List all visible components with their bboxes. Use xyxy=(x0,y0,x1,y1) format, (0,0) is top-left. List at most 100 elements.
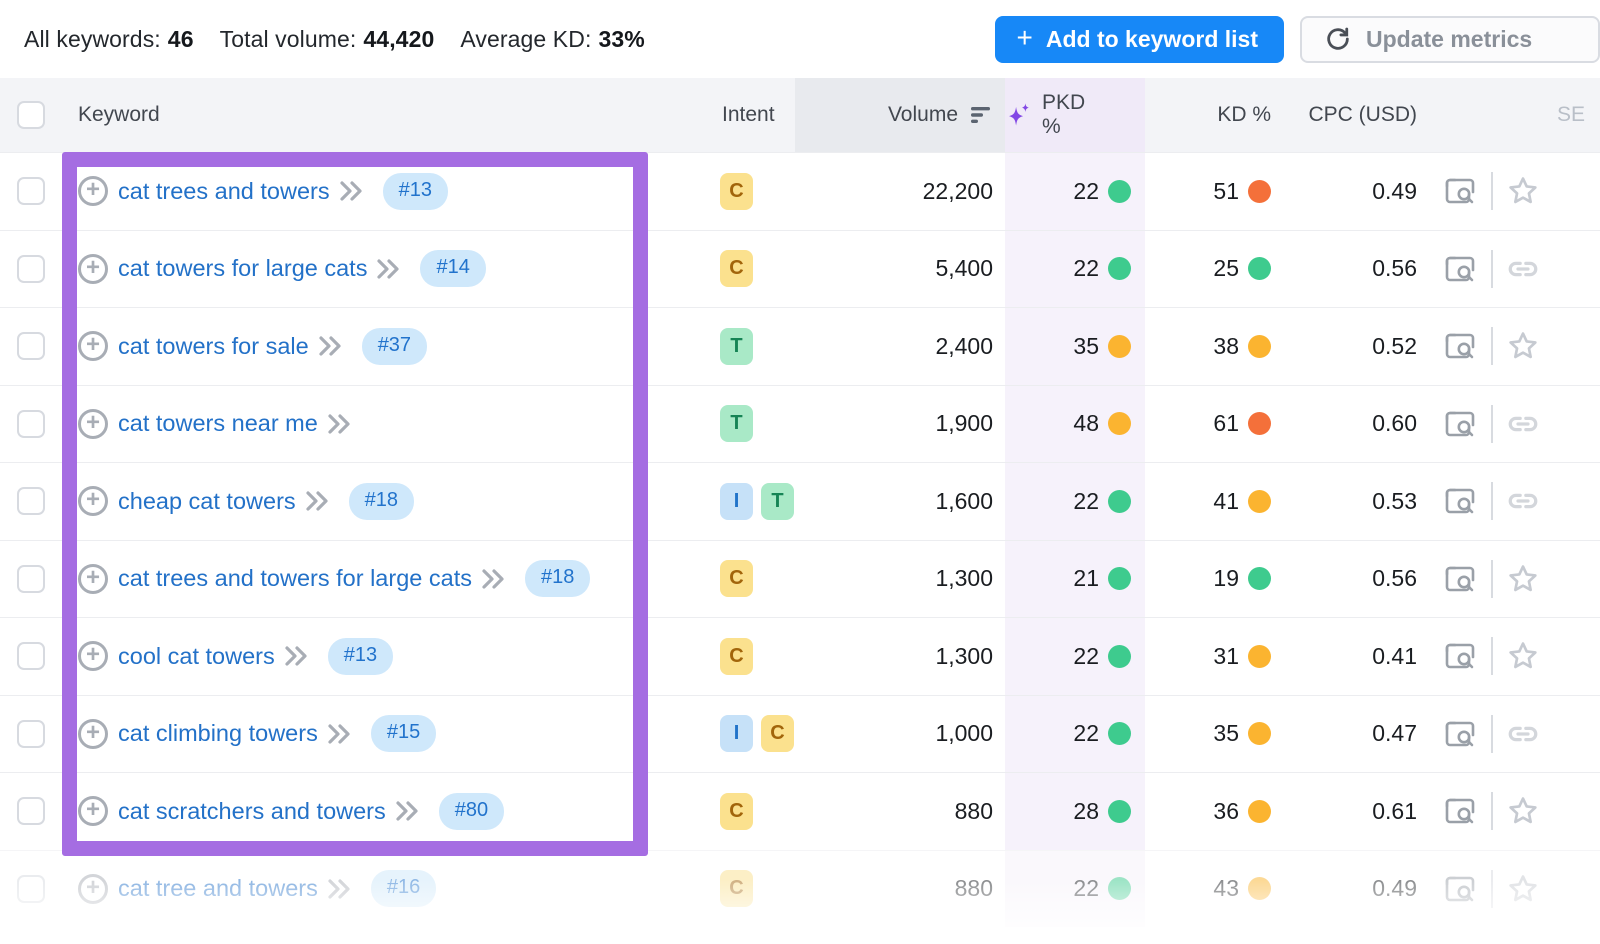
double-chevron-right-icon[interactable] xyxy=(317,334,344,358)
stat-total-volume-value: 44,420 xyxy=(363,25,435,52)
rank-badge: #13 xyxy=(327,637,394,675)
keyword-link[interactable]: cat tree and towers xyxy=(118,875,318,902)
update-metrics-label: Update metrics xyxy=(1366,25,1533,52)
select-all-checkbox[interactable] xyxy=(17,101,45,129)
table-row: cool cat towers #13 C 1,300 22 31 0.41 xyxy=(0,617,1600,695)
table-row: cat climbing towers #15 IC 1,000 22 35 0… xyxy=(0,694,1600,772)
serp-preview-icon[interactable] xyxy=(1442,328,1478,364)
plus-icon: + xyxy=(1016,21,1033,53)
serp-preview-icon[interactable] xyxy=(1442,716,1478,752)
keyword-link[interactable]: cheap cat towers xyxy=(118,487,296,514)
keyword-link[interactable]: cat towers for large cats xyxy=(118,255,368,282)
volume-value: 22,200 xyxy=(922,177,993,204)
volume-value: 1,300 xyxy=(935,642,993,669)
double-chevron-right-icon[interactable] xyxy=(326,412,353,436)
pkd-dot xyxy=(1108,412,1131,436)
row-checkbox[interactable] xyxy=(17,564,45,593)
serp-preview-icon[interactable] xyxy=(1442,251,1478,287)
column-header-volume[interactable]: Volume xyxy=(795,78,1005,152)
row-checkbox[interactable] xyxy=(17,797,45,826)
favorite-star-icon[interactable] xyxy=(1506,872,1540,906)
double-chevron-right-icon[interactable] xyxy=(326,877,353,901)
double-chevron-right-icon[interactable] xyxy=(338,179,365,203)
pkd-dot xyxy=(1108,567,1131,591)
serp-preview-icon[interactable] xyxy=(1442,871,1478,907)
intent-cell: C xyxy=(700,618,795,695)
serp-preview-icon[interactable] xyxy=(1442,173,1478,209)
row-checkbox[interactable] xyxy=(17,254,45,283)
double-chevron-right-icon[interactable] xyxy=(326,722,353,746)
double-chevron-right-icon[interactable] xyxy=(283,644,310,668)
row-checkbox[interactable] xyxy=(17,409,45,438)
favorite-star-icon[interactable] xyxy=(1506,329,1540,363)
serp-preview-icon[interactable] xyxy=(1442,793,1478,829)
add-keyword-icon[interactable] xyxy=(78,408,108,439)
keyword-link[interactable]: cool cat towers xyxy=(118,642,275,669)
intent-badge-c: C xyxy=(720,870,753,908)
intent-badge-c: C xyxy=(761,715,794,753)
intent-badge-t: T xyxy=(761,482,794,520)
double-chevron-right-icon[interactable] xyxy=(375,257,402,281)
add-keyword-icon[interactable] xyxy=(78,796,108,827)
double-chevron-right-icon[interactable] xyxy=(480,567,507,591)
stat-all-keywords-label: All keywords: xyxy=(24,25,161,52)
divider xyxy=(1491,714,1493,753)
keyword-link[interactable]: cat trees and towers for large cats xyxy=(118,565,472,592)
serp-preview-icon[interactable] xyxy=(1442,406,1478,442)
row-checkbox[interactable] xyxy=(17,332,45,361)
double-chevron-right-icon[interactable] xyxy=(304,489,331,513)
keyword-link[interactable]: cat towers near me xyxy=(118,410,318,437)
keyword-link[interactable]: cat climbing towers xyxy=(118,720,318,747)
row-checkbox[interactable] xyxy=(17,874,45,903)
row-checkbox[interactable] xyxy=(17,719,45,748)
column-header-cpc[interactable]: CPC (USD) xyxy=(1285,78,1430,152)
keyword-link[interactable]: cat scratchers and towers xyxy=(118,797,386,824)
serp-preview-icon[interactable] xyxy=(1442,483,1478,519)
row-checkbox[interactable] xyxy=(17,177,45,206)
add-keyword-icon[interactable] xyxy=(78,486,108,517)
add-keyword-icon[interactable] xyxy=(78,873,108,904)
favorite-star-icon[interactable] xyxy=(1506,794,1540,828)
cpc-value: 0.53 xyxy=(1372,487,1417,514)
divider xyxy=(1491,172,1493,211)
table-row: cat towers near me T 1,900 48 61 0.60 xyxy=(0,384,1600,462)
rank-badge: #80 xyxy=(438,792,505,830)
keyword-link[interactable]: cat trees and towers xyxy=(118,177,330,204)
link-icon[interactable] xyxy=(1506,484,1540,518)
serp-preview-icon[interactable] xyxy=(1442,561,1478,597)
divider xyxy=(1491,559,1493,598)
volume-value: 5,400 xyxy=(935,255,993,282)
link-icon[interactable] xyxy=(1506,717,1540,751)
add-keyword-icon[interactable] xyxy=(78,718,108,749)
favorite-star-icon[interactable] xyxy=(1506,174,1540,208)
add-keyword-icon[interactable] xyxy=(78,253,108,284)
row-checkbox[interactable] xyxy=(17,642,45,671)
rank-badge: #18 xyxy=(524,560,591,598)
add-keyword-icon[interactable] xyxy=(78,331,108,362)
favorite-star-icon[interactable] xyxy=(1506,562,1540,596)
column-header-pkd[interactable]: PKD % xyxy=(1005,78,1145,152)
serp-preview-icon[interactable] xyxy=(1442,638,1478,674)
favorite-star-icon[interactable] xyxy=(1506,639,1540,673)
kd-value: 38 xyxy=(1213,332,1239,359)
keyword-link[interactable]: cat towers for sale xyxy=(118,332,309,359)
double-chevron-right-icon[interactable] xyxy=(394,799,421,823)
divider xyxy=(1491,869,1493,908)
divider xyxy=(1491,249,1493,288)
link-icon[interactable] xyxy=(1506,252,1540,286)
rank-badge: #37 xyxy=(361,327,428,365)
column-header-kd[interactable]: KD % xyxy=(1145,78,1285,152)
intent-cell: C xyxy=(700,773,795,850)
kd-dot xyxy=(1248,257,1271,281)
add-to-keyword-list-button[interactable]: + Add to keyword list xyxy=(994,15,1284,63)
update-metrics-button[interactable]: Update metrics xyxy=(1300,15,1600,63)
add-keyword-icon[interactable] xyxy=(78,176,108,207)
volume-value: 1,600 xyxy=(935,487,993,514)
link-icon[interactable] xyxy=(1506,407,1540,441)
row-checkbox[interactable] xyxy=(17,487,45,516)
add-keyword-icon[interactable] xyxy=(78,563,108,594)
add-keyword-icon[interactable] xyxy=(78,641,108,672)
volume-value: 1,000 xyxy=(935,720,993,747)
intent-badge-t: T xyxy=(720,405,753,443)
